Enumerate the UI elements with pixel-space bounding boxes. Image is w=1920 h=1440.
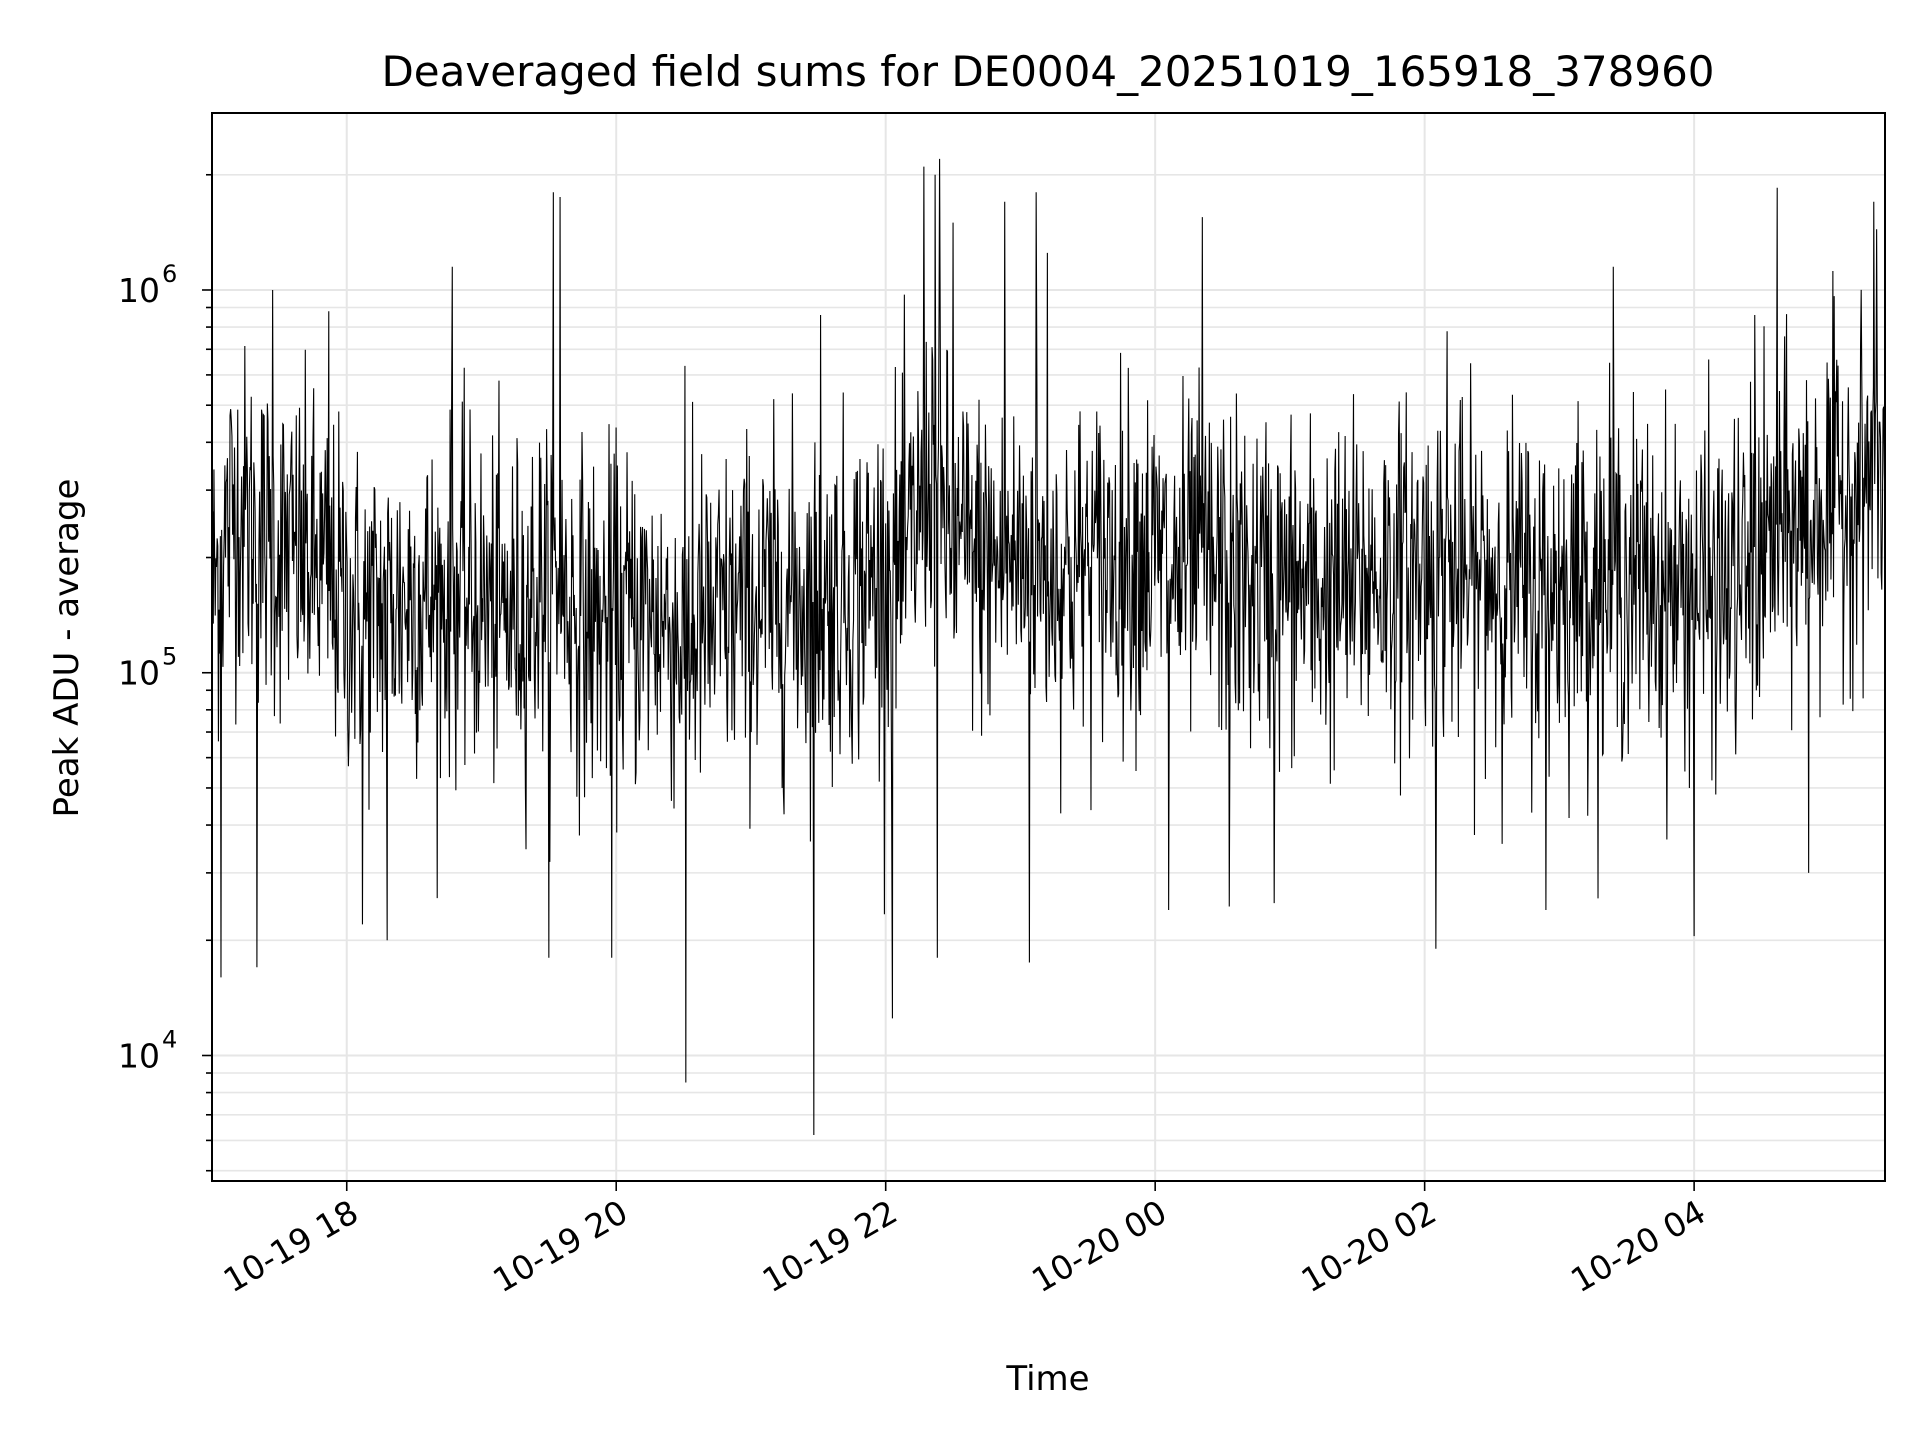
plot-area: [211, 158, 1886, 1135]
series-line: [211, 158, 1886, 1135]
y-tick-label-exponent: 4: [162, 1025, 177, 1053]
y-tick-label-exponent: 5: [162, 643, 177, 671]
y-tick-label: 10 4: [118, 1025, 177, 1075]
y-tick-label-base: 10: [118, 654, 160, 693]
y-tick-label: 10 6: [118, 260, 177, 310]
y-tick-label: 10 5: [118, 643, 177, 693]
x-axis-label: Time: [1005, 1359, 1089, 1399]
y-tick-label-base: 10: [118, 1036, 160, 1075]
y-tick-label-base: 10: [118, 271, 160, 310]
axes-frame: [211, 112, 1886, 1182]
y-tick-label-exponent: 6: [162, 260, 177, 288]
grid: [212, 113, 1885, 1181]
y-axis-label: Peak ADU - average: [47, 479, 87, 818]
chart-title: Deaveraged field sums for DE0004_2025101…: [381, 47, 1714, 96]
